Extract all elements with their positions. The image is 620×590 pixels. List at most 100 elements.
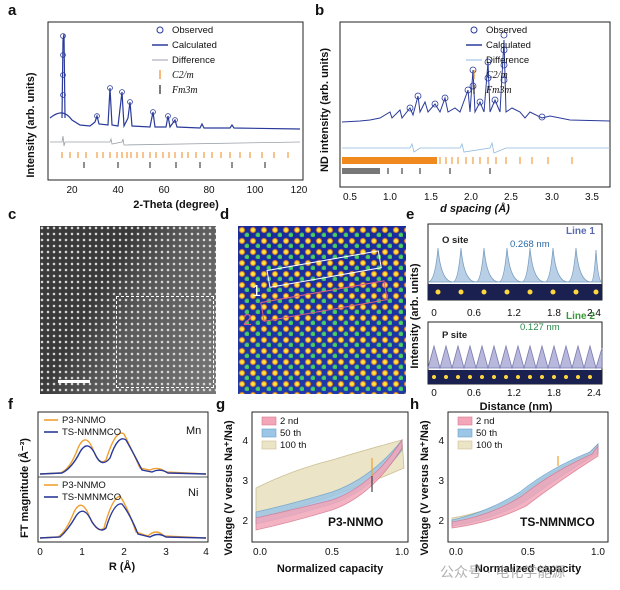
panel-g-legend-100th: 100 th [280,440,306,451]
panel-g-chart: Voltage (V versus Na⁺/Na) 2 nd 50 th 100… [223,411,409,575]
panel-c-stem-image [40,226,216,394]
panel-e-ylabel: Intensity (arb. units) [409,263,421,368]
panel-b-xtick: 2.5 [504,192,518,203]
panel-f-mn-ts [39,438,207,475]
panel-b-ylabel: ND intensity (arb. units) [319,48,331,172]
panel-b-legend-fm3m: Fm3m [485,85,512,96]
panel-a-xlabel: 2-Theta (degree) [133,199,219,211]
panel-a-xtick: 80 [203,185,215,196]
panel-h-name: TS-NMNMCO [520,515,595,529]
panel-f-xtick: 0 [37,547,43,558]
panel-g-name: P3-NNMO [328,515,383,529]
panel-f-legend-p3-bottom: P3-NNMO [62,480,106,491]
panel-g-legend-50th: 50 th [280,428,301,439]
panel-b-difference [342,141,610,154]
panel-b-legend-c2m: C2/m [486,70,508,81]
panel-g-ytick: 2 [242,516,248,527]
panel-d-colored-stem-image [238,226,406,394]
panel-e-d2: 0.127 nm [520,322,560,333]
panel-f-mn: Mn [186,425,201,437]
panel-e-line1-title: Line 1 [566,226,595,237]
panel-a-observed [60,33,178,123]
panel-e-xtick-top: 0.6 [467,308,481,319]
panel-f-ylabel: FT magnitude (Å⁻³) [18,438,31,538]
panel-b-calculated [341,39,611,123]
panel-b-xtick: 2.0 [464,192,478,203]
panel-c-label: c [8,206,17,223]
panel-e-label: e [406,206,415,223]
panel-e-d1: 0.268 nm [510,239,550,250]
panel-b-fm3m-ticks [342,168,380,174]
panel-e-psite: P site [442,330,467,341]
panel-e-xtick-top: 1.2 [507,308,521,319]
panel-e-xtick-top: 0 [431,308,437,319]
panel-b-xtick: 3.5 [585,192,599,203]
panel-e-line2-title: Line 2 [566,311,595,322]
panel-h-legend-2nd: 2 nd [476,416,495,427]
panel-f-mn-p3 [39,432,207,475]
panel-g-legend-2nd: 2 nd [280,416,299,427]
panel-h-ytick: 4 [438,436,444,447]
panel-g-ytick: 4 [242,436,248,447]
panel-b-c2m-ticks [342,157,437,164]
panel-f-xtick: 1 [79,547,85,558]
panel-f-legend-ts-top: TS-NMNMCO [62,427,121,438]
panel-a-c2m-ticks [61,152,289,158]
panel-a-legend-fm3m: Fm3m [171,85,198,96]
panel-f-chart: FT magnitude (Å⁻³) P3-NNMO TS-NMNMCO P3-… [18,411,209,573]
panel-b-legend-calculated: Calculated [486,40,531,51]
panel-e-xtick-bottom: 0 [431,388,437,399]
panel-h-legend-100th: 100 th [476,440,502,451]
panel-e-xtick-bottom: 1.8 [547,388,561,399]
panel-a-legend-calculated: Calculated [172,40,217,51]
panel-e-xtick-top: 2.4 [587,308,601,319]
panel-a-xtick: 120 [291,185,308,196]
panel-f-ni: Ni [188,487,198,499]
panel-e-line2-profile [427,344,603,370]
panel-b-xtick: 0.5 [343,192,357,203]
panel-g-xtick: 0.0 [253,547,267,558]
panel-d-label: d [220,206,230,223]
panel-h-xtick: 0.5 [521,547,535,558]
panel-a-xtick: 20 [66,185,78,196]
panel-a-difference [50,135,301,147]
panel-a-legend-difference: Difference [172,55,215,66]
panel-f-legend-ts-bottom: TS-NMNMCO [62,492,121,503]
panel-a-legend-c2m: C2/m [172,70,194,81]
panel-a-xtick: 60 [158,185,170,196]
panel-f-label: f [8,396,13,413]
panel-b-xlabel: d spacing (Å) [440,202,510,215]
panel-b-xtick: 1.5 [424,192,438,203]
panel-h-chart: Voltage (V versus Na⁺/Na) 2 nd 50 th 100… [419,411,609,575]
panel-b-observed [406,31,546,121]
panel-e-xtick-top: 1.8 [547,308,561,319]
panel-b-label: b [315,2,325,19]
panel-g-ylabel: Voltage (V versus Na⁺/Na) [223,420,235,556]
panel-h-ylabel: Voltage (V versus Na⁺/Na) [419,420,431,556]
panel-h-legend-50th: 50 th [476,428,497,439]
panel-d-line1-num: 1 [252,283,261,300]
panel-b-legend-observed: Observed [486,25,527,36]
panel-f-legend-p3-top: P3-NNMO [62,415,106,426]
panel-a-xtick: 100 [247,185,264,196]
panel-b-legend-difference: Difference [486,55,529,66]
panel-f-xtick: 2 [121,547,127,558]
panel-h-label: h [410,396,420,413]
panel-e-xtick-bottom: 2.4 [587,388,601,399]
panel-g-label: g [216,396,226,413]
panel-e-line1-profile [427,247,603,283]
panel-h-ytick: 2 [438,516,444,527]
panel-g-2nd [255,438,403,531]
panel-h-xlabel: Normalized capacity [475,563,582,575]
panel-h-2nd [451,444,599,529]
panel-g-xlabel: Normalized capacity [277,563,384,575]
panel-c-scale-bar [58,380,90,383]
panel-f-xtick: 4 [203,547,209,558]
panel-h-xtick: 0.0 [449,547,463,558]
panel-f-ni-ts [39,503,207,539]
panel-h-50th [451,443,599,527]
panel-a-chart: Intensity (arb. units) Observed Calculat… [25,21,308,211]
panel-e-xtick-bottom: 1.2 [507,388,521,399]
panel-c-zoom-box [116,296,214,388]
panel-b-xtick: 3.0 [545,192,559,203]
